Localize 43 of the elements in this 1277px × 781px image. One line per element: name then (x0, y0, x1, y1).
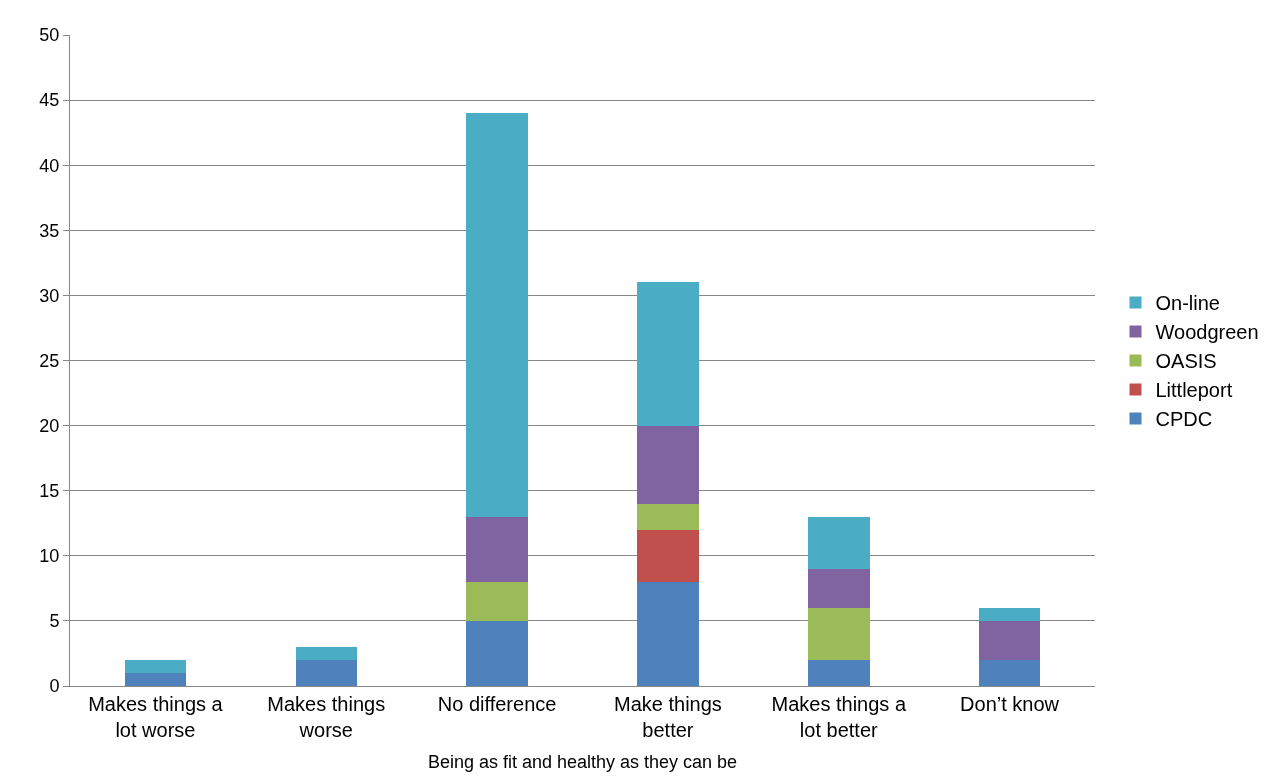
bar (124, 659, 187, 673)
bar (808, 659, 870, 686)
y-tick-label: 40 (39, 155, 60, 176)
bar (637, 503, 699, 530)
x-tick-label: No difference (437, 693, 557, 715)
y-tick-label: 20 (39, 415, 60, 436)
y-tick-label: 30 (39, 285, 60, 306)
y-tick-label: 0 (49, 676, 60, 697)
y-tick-label: 15 (39, 481, 60, 501)
legend-label: Littleport (1155, 379, 1233, 402)
x-tick-label: Don’t know (960, 693, 1060, 715)
bar (295, 659, 357, 686)
bar (978, 607, 1041, 621)
bar (637, 529, 699, 582)
bar (637, 581, 699, 686)
bar (466, 516, 528, 582)
bar (808, 568, 870, 608)
y-tick-label: 45 (39, 90, 60, 111)
bar (978, 659, 1041, 686)
bar (466, 113, 528, 517)
bar (466, 620, 528, 686)
bar (808, 516, 870, 569)
y-tick-label: 25 (39, 350, 60, 371)
y-tick-label: 35 (39, 220, 60, 241)
bar (295, 646, 357, 660)
bar (124, 672, 187, 686)
bar (637, 425, 699, 504)
x-tick-label: Make things better (614, 693, 722, 741)
bar (637, 282, 699, 426)
bar (978, 620, 1041, 660)
y-tick-label: 50 (39, 25, 60, 46)
legend-label: Woodgreen (1155, 321, 1259, 344)
x-tick-label: Makes things a lot better (771, 693, 907, 741)
y-tick-label: 5 (49, 611, 60, 632)
legend-label: OASIS (1155, 350, 1217, 373)
y-tick-label: 10 (39, 546, 60, 567)
bar (808, 607, 870, 660)
legend-label: On-line (1155, 292, 1220, 315)
x-tick-label: Makes things worse (267, 693, 386, 741)
x-axis-title: Being as fit and healthy as they can be (427, 752, 738, 773)
bar (466, 581, 528, 621)
x-tick-label: Makes things a lot worse (88, 693, 224, 741)
legend-label: CPDC (1155, 408, 1213, 431)
